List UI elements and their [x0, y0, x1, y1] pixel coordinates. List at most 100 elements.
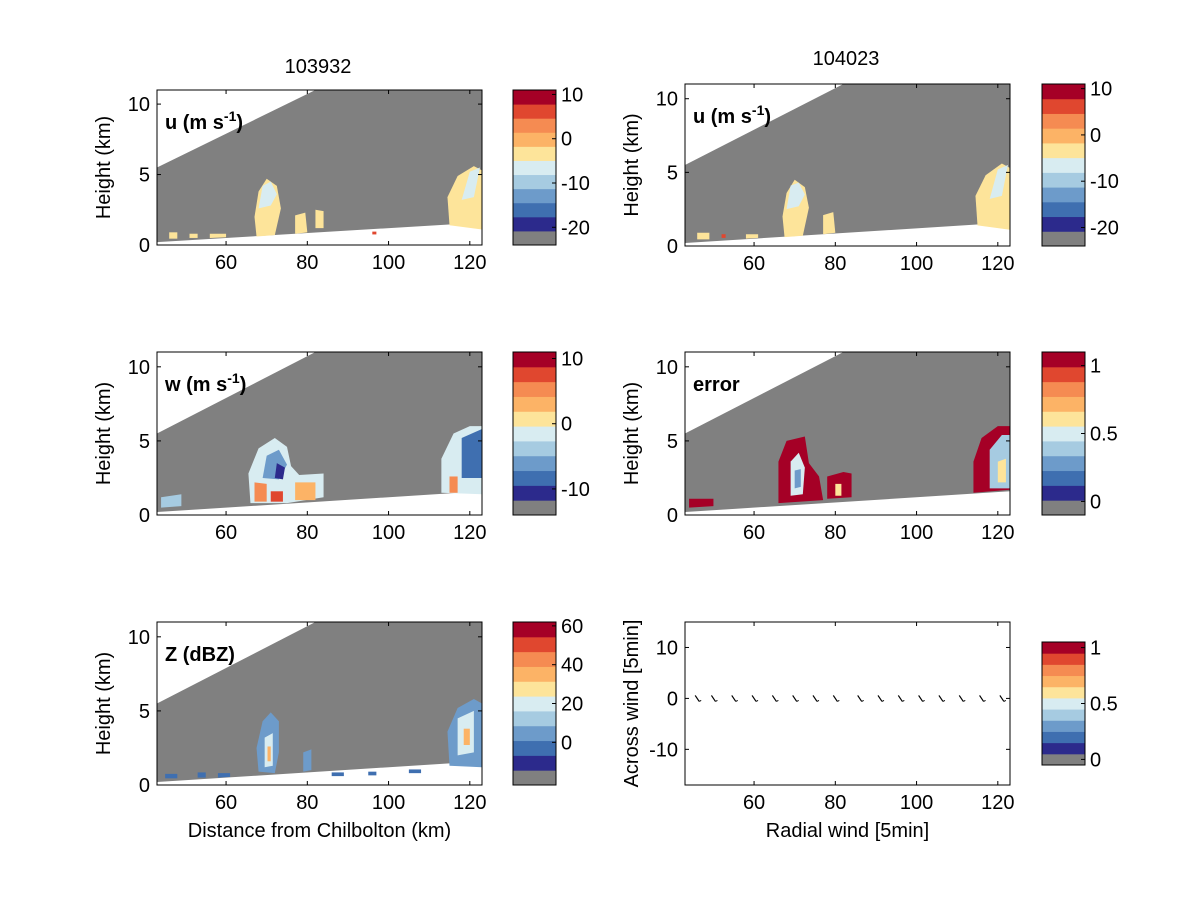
y-axis-label: Height (km): [621, 113, 643, 216]
y-tick-label: 5: [139, 431, 150, 453]
colorbar-tick-label: -20: [561, 217, 590, 239]
y-tick-label: 5: [667, 162, 678, 184]
echo-region: [461, 429, 482, 478]
wind-arrow-head: [796, 699, 799, 702]
x-tick-label: 120: [453, 792, 486, 814]
echo-region: [331, 772, 344, 777]
y-tick-label: 10: [656, 637, 678, 659]
wind-arrow: [751, 695, 757, 702]
panel-label: error: [693, 374, 740, 396]
colorbar-tick-label: 60: [561, 616, 583, 638]
colorbar-segment: [513, 216, 556, 232]
colorbar-segment: [513, 470, 556, 486]
echo-region: [823, 212, 836, 235]
panel-z-left: 60 80 100 120 0 5 10 Height (km) Distance from C…: [93, 616, 583, 842]
wind-arrow: [812, 695, 818, 702]
echo-region: [295, 482, 316, 501]
y-tick-label: 10: [656, 357, 678, 379]
x-tick-label: 100: [900, 792, 933, 814]
echo-region: [372, 231, 377, 235]
colorbar-segment: [1042, 366, 1085, 383]
colorbar-segment: [513, 710, 556, 727]
colorbar-tick-label: 1: [1090, 356, 1101, 378]
colorbar-segment: [513, 381, 556, 397]
axes-frame: [684, 351, 1011, 516]
colorbar-tick-label: 0.5: [1090, 694, 1118, 716]
x-tick-label: 120: [981, 253, 1014, 275]
y-tick-label: 0: [667, 236, 678, 258]
colorbar-segment: [513, 681, 556, 697]
wind-arrow: [938, 695, 944, 702]
colorbar-segment: [513, 118, 556, 133]
wind-arrow-head: [983, 699, 986, 702]
x-tick-label: 80: [824, 792, 846, 814]
wind-arrow: [792, 695, 798, 702]
echo-region: [209, 233, 227, 238]
y-tick-label: 0: [139, 505, 150, 527]
echo-region: [463, 728, 470, 745]
colorbar-tick-label: 0: [1090, 749, 1101, 771]
x-tick-label: 80: [296, 252, 318, 274]
colorbar-segment: [1042, 709, 1085, 721]
wind-arrow: [771, 695, 777, 702]
echo-region: [303, 749, 312, 772]
y-tick-label: 0: [667, 505, 678, 527]
echo-region: [368, 771, 377, 776]
panel-label: u (m s-1): [165, 108, 243, 134]
axes-frame: [684, 83, 1011, 247]
colorbar-segment: [1042, 675, 1085, 688]
x-tick-label: 100: [372, 522, 405, 544]
y-tick-label: 0: [139, 235, 150, 257]
x-tick-label: 60: [215, 792, 237, 814]
colorbar-segment: [513, 396, 556, 412]
colorbar-tick-label: -10: [561, 173, 590, 195]
wind-arrow: [918, 695, 924, 702]
colorbar-segment: [1042, 731, 1085, 744]
colorbar-segment: [1042, 201, 1085, 218]
echo-region: [295, 212, 308, 234]
wind-arrow-head: [755, 699, 759, 702]
colorbar-segment: [1042, 485, 1085, 501]
echo-region: [217, 773, 231, 778]
wind-arrow-head: [922, 699, 925, 702]
y-tick-label: 5: [667, 431, 678, 453]
echo-region: [786, 182, 805, 210]
echo-region: [165, 773, 178, 779]
colorbar-segment: [513, 770, 556, 786]
colorbar-segment: [513, 366, 556, 383]
colorbar-segment: [513, 104, 556, 119]
wind-arrow: [897, 695, 903, 702]
wind-arrow-head: [837, 699, 840, 702]
x-tick-label: 60: [215, 252, 237, 274]
wind-arrow-head: [942, 699, 946, 702]
colorbar-segment: [1042, 113, 1085, 129]
colorbar-frame: [512, 89, 557, 246]
x-tick-label: 60: [743, 792, 765, 814]
colorbar-tick-label: 10: [561, 84, 583, 106]
colorbar-segment: [1042, 455, 1085, 472]
scan-wedge: [157, 352, 482, 513]
colorbar-tick-label: 1: [1090, 638, 1101, 660]
colorbar-segment: [513, 90, 556, 105]
colorbar-segment: [513, 230, 556, 246]
colorbar-segment: [1042, 142, 1085, 159]
echo-region: [794, 469, 801, 489]
wind-arrow: [832, 695, 838, 702]
colorbar-tick-label: -20: [1090, 217, 1119, 239]
wind-arrow-head: [861, 699, 864, 702]
colorbar-segment: [1042, 664, 1085, 677]
echo-region: [169, 232, 178, 239]
colorbar-segment: [513, 500, 556, 516]
colorbar-tick-label: 10: [1090, 79, 1112, 101]
x-tick-label: 120: [981, 792, 1014, 814]
scan-wedge: [157, 90, 482, 243]
colorbar-segment: [513, 622, 556, 638]
colorbar-segment: [1042, 500, 1085, 516]
x-tick-label: 60: [743, 522, 765, 544]
colorbar-segment: [513, 725, 556, 742]
colorbar-tick-label: 0: [561, 414, 572, 436]
colorbar-segment: [1042, 642, 1085, 654]
y-axis-label: Height (km): [93, 652, 115, 755]
